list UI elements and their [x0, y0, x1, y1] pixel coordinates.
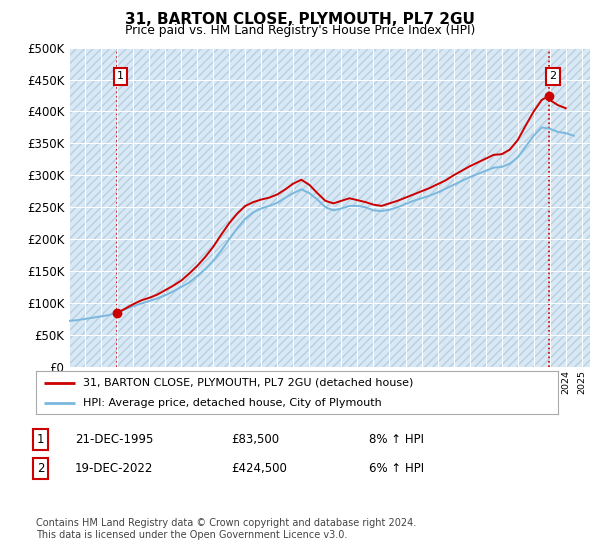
- Text: £424,500: £424,500: [231, 462, 287, 475]
- Text: 1: 1: [37, 433, 44, 446]
- Text: 21-DEC-1995: 21-DEC-1995: [75, 433, 154, 446]
- Text: 31, BARTON CLOSE, PLYMOUTH, PL7 2GU: 31, BARTON CLOSE, PLYMOUTH, PL7 2GU: [125, 12, 475, 27]
- Text: 8% ↑ HPI: 8% ↑ HPI: [369, 433, 424, 446]
- Text: 2: 2: [37, 462, 44, 475]
- Bar: [69, 48, 590, 367]
- Text: Contains HM Land Registry data © Crown copyright and database right 2024.
This d: Contains HM Land Registry data © Crown c…: [36, 518, 416, 540]
- Text: 31, BARTON CLOSE, PLYMOUTH, PL7 2GU (detached house): 31, BARTON CLOSE, PLYMOUTH, PL7 2GU (det…: [83, 377, 413, 388]
- Text: 6% ↑ HPI: 6% ↑ HPI: [369, 462, 424, 475]
- Text: 1: 1: [117, 71, 124, 81]
- Text: 2: 2: [550, 71, 557, 81]
- Text: HPI: Average price, detached house, City of Plymouth: HPI: Average price, detached house, City…: [83, 399, 382, 408]
- Text: 19-DEC-2022: 19-DEC-2022: [75, 462, 154, 475]
- Text: £83,500: £83,500: [231, 433, 279, 446]
- Text: Price paid vs. HM Land Registry's House Price Index (HPI): Price paid vs. HM Land Registry's House …: [125, 24, 475, 37]
